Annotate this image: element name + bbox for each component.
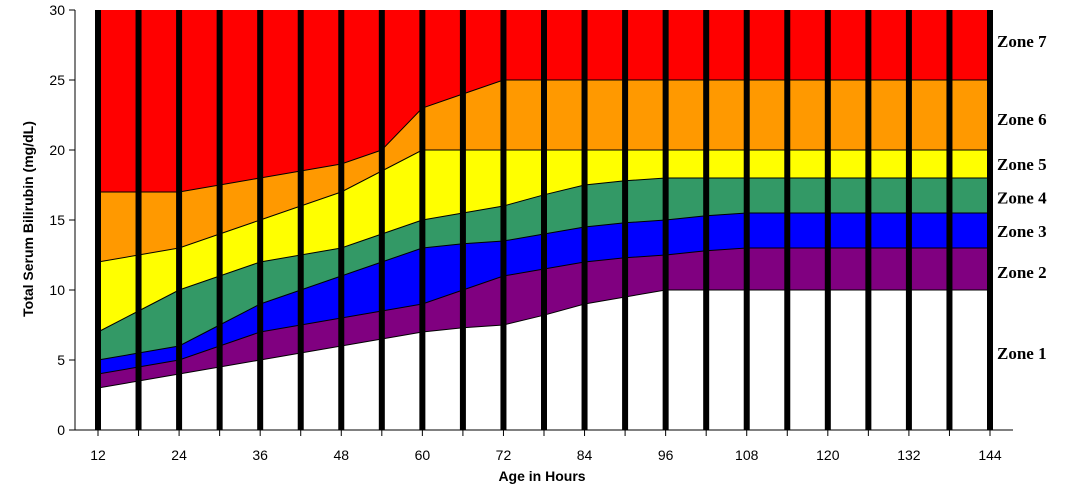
x-tick-label: 12 <box>90 447 106 463</box>
x-tick-label: 132 <box>897 447 921 463</box>
zone-label-5: Zone 5 <box>997 155 1047 174</box>
x-tick-label: 108 <box>735 447 759 463</box>
x-tick-label: 96 <box>658 447 674 463</box>
y-axis-title: Total Serum Bilirubin (mg/dL) <box>20 121 36 317</box>
vertical-bar <box>784 10 791 430</box>
zone-area-2 <box>98 248 990 388</box>
vertical-bar <box>987 10 993 430</box>
y-tick-label: 30 <box>49 2 65 18</box>
x-tick-label: 72 <box>496 447 512 463</box>
vertical-bar <box>946 10 953 430</box>
vertical-bar <box>662 10 669 430</box>
y-tick-label: 15 <box>49 212 65 228</box>
y-tick-label: 5 <box>57 352 65 368</box>
zone-label-7: Zone 7 <box>997 32 1047 51</box>
zone-label-4: Zone 4 <box>997 189 1047 208</box>
vertical-bar <box>905 10 912 430</box>
zone-labels: Zone 1 Zone 2 Zone 3 Zone 4 Zone 5 Zone 6 Zone… <box>997 32 1047 363</box>
y-tick-label: 25 <box>49 72 65 88</box>
x-axis-title: Age in Hours <box>498 468 585 484</box>
zone-label-6: Zone 6 <box>997 110 1047 129</box>
vertical-bar <box>865 10 872 430</box>
y-tick-label: 20 <box>49 142 65 158</box>
vertical-bar <box>459 10 466 430</box>
zone-area-7 <box>98 10 990 192</box>
x-tick-label: 84 <box>577 447 593 463</box>
vertical-bar <box>743 10 750 430</box>
x-tick-label: 48 <box>333 447 349 463</box>
vertical-bar <box>419 10 426 430</box>
vertical-bar <box>824 10 831 430</box>
zone-areas <box>98 10 990 430</box>
x-tick-label: 36 <box>252 447 268 463</box>
vertical-bar <box>378 10 385 430</box>
vertical-bar <box>338 10 345 430</box>
zone-area-6 <box>98 80 990 262</box>
x-tick-label: 144 <box>978 447 1002 463</box>
zone-label-2: Zone 2 <box>997 263 1047 282</box>
vertical-bar <box>95 10 101 430</box>
vertical-bar <box>257 10 264 430</box>
vertical-bar <box>216 10 223 430</box>
zone-label-3: Zone 3 <box>997 222 1047 241</box>
zone-label-1: Zone 1 <box>997 344 1047 363</box>
vertical-bar <box>703 10 710 430</box>
vertical-bar <box>541 10 547 430</box>
x-tick-label: 120 <box>816 447 840 463</box>
vertical-bar <box>176 10 183 430</box>
x-tick-label: 24 <box>171 447 187 463</box>
x-tick-label: 60 <box>415 447 431 463</box>
vertical-bar <box>581 10 588 430</box>
y-tick-label: 10 <box>49 282 65 298</box>
vertical-bar <box>622 10 629 430</box>
vertical-bar <box>500 10 507 430</box>
axes: 0 5 10 15 20 25 30 12 24 36 48 60 72 84 96 108 120 132 144 <box>49 2 1013 463</box>
vertical-bar <box>297 10 304 430</box>
y-tick-label: 0 <box>57 422 65 438</box>
vertical-bar <box>135 10 142 430</box>
vertical-bars <box>95 10 993 430</box>
